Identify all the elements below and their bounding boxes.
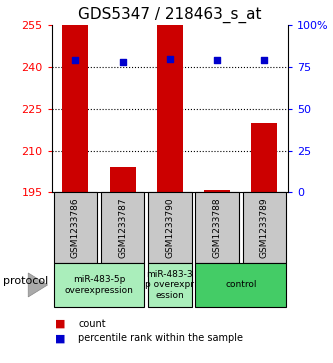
Point [167, 56, 172, 62]
Text: percentile rank within the sample: percentile rank within the sample [78, 334, 243, 343]
Text: GSM1233790: GSM1233790 [165, 197, 174, 258]
FancyBboxPatch shape [54, 192, 97, 263]
Bar [204, 189, 230, 192]
Text: protocol: protocol [3, 276, 49, 286]
Text: GSM1233789: GSM1233789 [260, 197, 269, 258]
Bar [251, 123, 277, 192]
Text: control: control [225, 281, 256, 289]
Text: GSM1233786: GSM1233786 [71, 197, 80, 258]
Point [120, 59, 125, 65]
Point [73, 58, 78, 64]
Text: ■: ■ [55, 334, 66, 343]
Text: miR-483-5p
overexpression: miR-483-5p overexpression [65, 275, 133, 295]
Bar [62, 25, 88, 192]
Point [262, 58, 267, 64]
FancyBboxPatch shape [195, 263, 286, 307]
FancyBboxPatch shape [195, 192, 239, 263]
Point [214, 58, 220, 64]
FancyBboxPatch shape [243, 192, 286, 263]
Text: miR-483-3
p overexpr
ession: miR-483-3 p overexpr ession [145, 270, 194, 300]
Text: count: count [78, 319, 106, 329]
FancyBboxPatch shape [148, 192, 191, 263]
FancyBboxPatch shape [54, 263, 144, 307]
Text: ■: ■ [55, 319, 66, 329]
Text: GSM1233788: GSM1233788 [212, 197, 222, 258]
Text: GSM1233787: GSM1233787 [118, 197, 127, 258]
Title: GDS5347 / 218463_s_at: GDS5347 / 218463_s_at [78, 7, 262, 23]
Bar [157, 25, 183, 192]
Polygon shape [28, 273, 48, 297]
FancyBboxPatch shape [148, 263, 191, 307]
Bar [110, 167, 136, 192]
FancyBboxPatch shape [101, 192, 144, 263]
